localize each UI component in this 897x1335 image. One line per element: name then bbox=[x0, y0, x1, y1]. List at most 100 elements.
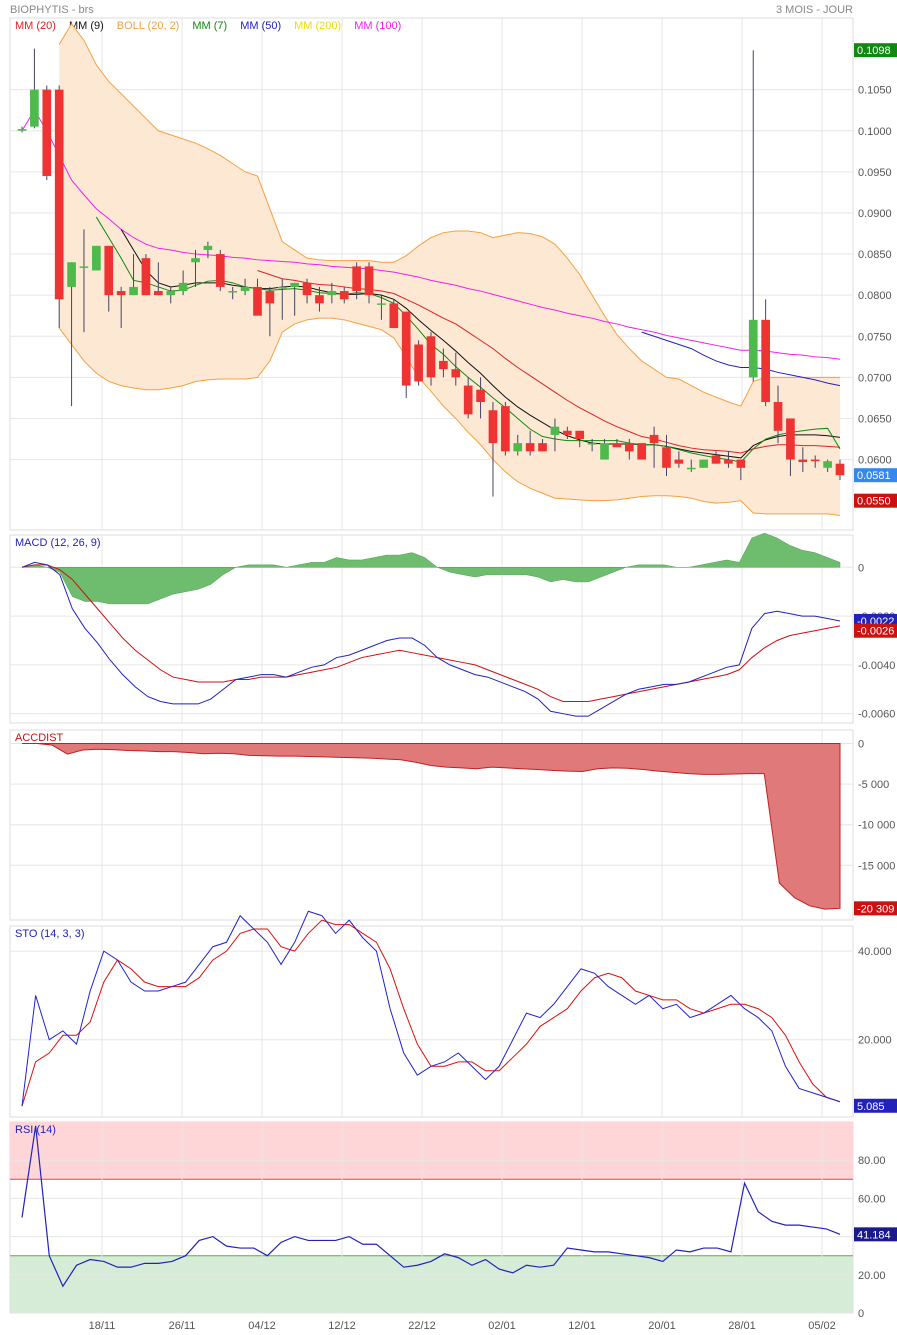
candle bbox=[810, 455, 820, 468]
candle-body bbox=[315, 295, 324, 304]
candle-body bbox=[265, 291, 275, 304]
legend-entry: MM (50) bbox=[240, 20, 281, 32]
y-tick-label: 0 bbox=[858, 739, 864, 751]
x-tick-label: 20/01 bbox=[648, 1320, 676, 1332]
candle-body bbox=[215, 254, 225, 287]
candle bbox=[116, 286, 126, 329]
candle-body bbox=[389, 303, 399, 329]
candle-body bbox=[401, 311, 411, 386]
y-tick-label: -5 000 bbox=[858, 779, 889, 791]
x-tick-label: 26/11 bbox=[169, 1320, 196, 1332]
value-badge-label: 0.1098 bbox=[857, 45, 891, 57]
y-tick-label: 0.0750 bbox=[858, 331, 892, 343]
bollinger-lower bbox=[58, 317, 841, 516]
candle bbox=[178, 270, 188, 296]
candle bbox=[203, 241, 213, 259]
candle bbox=[414, 340, 423, 386]
y-tick-label: 0.0950 bbox=[858, 167, 892, 179]
rsi-line bbox=[21, 1125, 841, 1288]
candle-body bbox=[439, 360, 448, 370]
value-badge-label: 0.0581 bbox=[857, 470, 891, 482]
y-tick-label: 80.00 bbox=[858, 1155, 886, 1167]
value-badge-bg bbox=[854, 1227, 897, 1242]
y-tick-label: 20.00 bbox=[858, 1270, 886, 1282]
candle bbox=[538, 439, 547, 452]
candle-body bbox=[166, 291, 176, 296]
candle-body bbox=[54, 89, 64, 300]
candle bbox=[724, 451, 733, 468]
candle bbox=[30, 48, 39, 129]
candle-body bbox=[699, 459, 709, 468]
candle bbox=[637, 443, 647, 460]
candle bbox=[748, 50, 758, 382]
candle-body bbox=[600, 443, 609, 460]
candle bbox=[302, 278, 312, 304]
candle bbox=[476, 377, 485, 419]
y-tick-label: -15 000 bbox=[858, 860, 895, 872]
value-badge-label: -0.0026 bbox=[857, 626, 894, 638]
x-tick-label: 04/12 bbox=[248, 1320, 276, 1332]
candle bbox=[587, 439, 597, 452]
candle-body bbox=[748, 319, 758, 378]
candle-body bbox=[810, 459, 820, 462]
y-tick-label: 40.000 bbox=[858, 946, 892, 958]
candle-body bbox=[724, 459, 733, 464]
candle-body bbox=[352, 266, 361, 292]
value-badge: -0.0026 bbox=[854, 623, 897, 638]
value-badge: 0.1098 bbox=[854, 43, 897, 58]
chart-period: 3 MOIS - JOUR bbox=[776, 4, 853, 16]
y-tick-label: -0.0060 bbox=[858, 709, 895, 721]
candle bbox=[277, 278, 287, 320]
candle bbox=[761, 299, 770, 407]
candle bbox=[54, 85, 64, 329]
candle bbox=[17, 126, 27, 133]
y-tick-label: -10 000 bbox=[858, 820, 895, 832]
candle bbox=[699, 459, 709, 468]
candle bbox=[562, 426, 572, 440]
candle-body bbox=[761, 319, 770, 403]
candle-body bbox=[364, 266, 374, 296]
candle bbox=[600, 439, 609, 460]
accdist-area bbox=[22, 743, 841, 910]
candle-body bbox=[798, 459, 808, 463]
x-tick-label: 18/11 bbox=[89, 1320, 116, 1332]
candle bbox=[463, 377, 473, 419]
legend-entry: MM (100) bbox=[354, 20, 401, 32]
candle-body bbox=[302, 282, 312, 296]
value-badge-bg bbox=[854, 901, 897, 916]
value-badge: -20 309 bbox=[854, 901, 897, 916]
candle-body bbox=[662, 447, 671, 468]
value-badge-label: 41.184 bbox=[857, 1229, 891, 1241]
candle bbox=[141, 254, 151, 296]
candle bbox=[612, 439, 622, 448]
value-badge: 0.0581 bbox=[854, 468, 897, 483]
macd-histogram bbox=[21, 532, 841, 605]
candle bbox=[488, 402, 498, 497]
candle-body bbox=[30, 89, 39, 127]
candle-body bbox=[686, 467, 696, 470]
candle bbox=[401, 311, 411, 398]
candle-body bbox=[835, 463, 845, 476]
candle-body bbox=[79, 266, 89, 268]
y-tick-label: -0.0040 bbox=[858, 660, 895, 672]
candle bbox=[253, 278, 262, 316]
candle bbox=[662, 434, 671, 477]
y-tick-label: 20.000 bbox=[858, 1035, 892, 1047]
candle-body bbox=[67, 262, 76, 287]
candle-body bbox=[562, 430, 572, 435]
candle bbox=[265, 286, 275, 337]
candle-body bbox=[377, 303, 386, 305]
candle-body bbox=[711, 455, 721, 464]
candle-body bbox=[550, 426, 560, 435]
candle-body bbox=[736, 459, 746, 468]
candle bbox=[525, 430, 535, 456]
candle-body bbox=[414, 344, 423, 382]
candle-body bbox=[426, 336, 436, 378]
legend-entry: ACCDIST bbox=[15, 732, 64, 744]
candle-body bbox=[538, 443, 547, 452]
y-tick-label: 60.00 bbox=[858, 1193, 886, 1205]
candle bbox=[42, 85, 52, 181]
bollinger-upper bbox=[58, 22, 840, 407]
